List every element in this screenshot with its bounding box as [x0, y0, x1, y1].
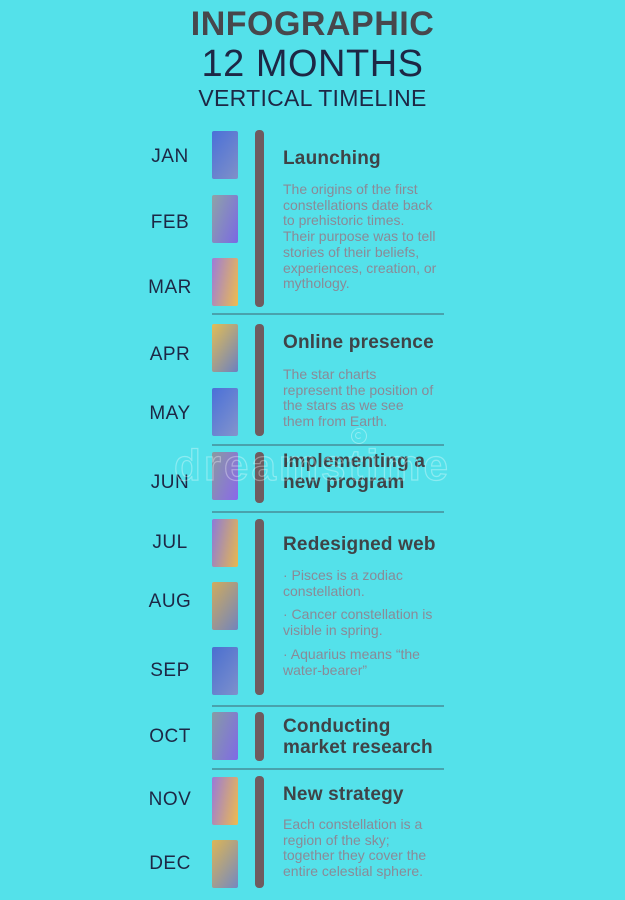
gradient-bar-nov — [212, 777, 238, 825]
section-bullets-4: · Pisces is a zodiac constellation. · Can… — [283, 567, 473, 686]
month-label-jul: JUL — [152, 532, 188, 553]
page-tagline: VERTICAL TIMELINE — [198, 85, 427, 111]
gradient-bar-mar — [212, 258, 238, 306]
gradient-bar-aug — [212, 582, 238, 630]
timeline-spine-segment-1 — [255, 130, 264, 307]
month-label-jan: JAN — [151, 146, 189, 167]
section-divider-3 — [212, 511, 444, 513]
registered-mark-icon — [350, 428, 367, 444]
gradient-bar-oct — [212, 712, 238, 760]
timeline-spine-segment-6 — [255, 776, 264, 888]
month-label-nov: NOV — [148, 789, 192, 810]
gradient-bar-apr — [212, 324, 238, 372]
page-subtitle: 12 MONTHS — [201, 43, 424, 85]
section-body-6: Each constellation is a region of the sk… — [283, 816, 427, 880]
month-label-dec: DEC — [149, 853, 191, 874]
section-title-5: Conducting market research — [283, 716, 433, 758]
month-label-sep: SEP — [150, 660, 190, 681]
gradient-bar-jun — [212, 452, 238, 500]
gradient-bar-jul — [212, 519, 238, 567]
section-title-6: New strategy — [283, 784, 404, 805]
month-label-oct: OCT — [149, 726, 191, 747]
section-divider-4 — [212, 705, 444, 707]
section-divider-2 — [212, 444, 444, 446]
bullet-item: · Pisces is a zodiac constellation. — [283, 567, 403, 599]
gradient-bar-dec — [212, 840, 238, 888]
section-divider-5 — [212, 768, 444, 770]
gradient-bar-feb — [212, 195, 238, 243]
month-label-may: MAY — [149, 403, 191, 424]
page-title: INFOGRAPHIC — [190, 5, 435, 43]
section-title-2: Online presence — [283, 332, 434, 353]
section-title-4: Redesigned web — [283, 534, 436, 555]
month-label-feb: FEB — [150, 212, 190, 233]
section-title-3: Implementing a new program — [283, 451, 426, 493]
timeline-spine-segment-5 — [255, 712, 264, 761]
bullet-item: · Aquarius means “the water-bearer” — [283, 645, 420, 678]
month-label-jun: JUN — [150, 472, 190, 493]
section-divider-1 — [212, 313, 444, 315]
month-label-aug: AUG — [148, 591, 192, 612]
section-title-1: Launching — [283, 148, 381, 169]
gradient-bar-jan — [212, 131, 238, 179]
section-body-2: The star charts represent the position o… — [283, 366, 434, 430]
gradient-bar-sep — [212, 647, 238, 695]
timeline-spine-segment-2 — [255, 324, 264, 436]
month-label-mar: MAR — [148, 277, 192, 298]
timeline-spine-segment-4 — [255, 519, 264, 695]
month-label-apr: APR — [149, 344, 191, 365]
timeline-spine-segment-3 — [255, 452, 264, 503]
gradient-bar-may — [212, 388, 238, 436]
section-body-1: The origins of the first constellations … — [283, 181, 437, 292]
bullet-item: · Cancer constellation is visible in spr… — [283, 606, 433, 639]
